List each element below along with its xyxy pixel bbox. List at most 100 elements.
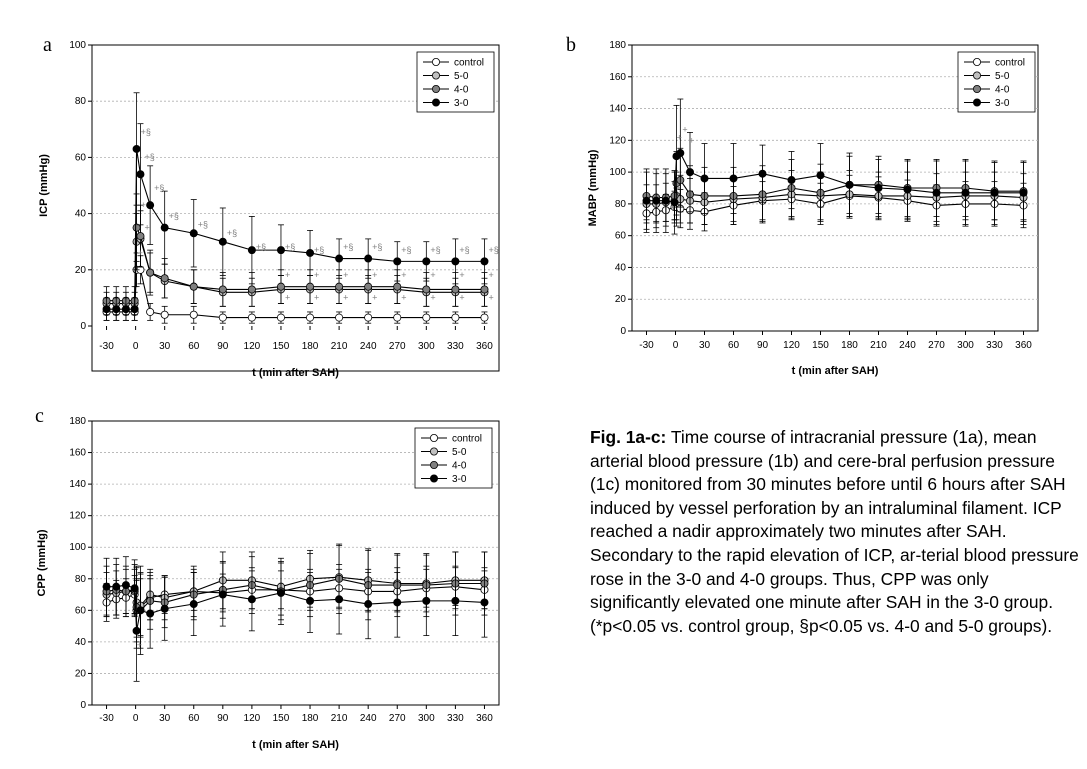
data-point	[112, 305, 121, 314]
legend-label: 4-0	[452, 461, 467, 472]
y-tick-label: 80	[615, 199, 627, 210]
x-tick-label: 270	[389, 713, 406, 724]
data-point	[932, 188, 941, 197]
significance-marker: +	[401, 270, 406, 280]
series-3-0	[102, 556, 489, 682]
chart-panel-b: 0 20 40 60 80 100 120 140 160 180 -30 0 30 60 90 120 150…	[587, 40, 1039, 377]
x-tick-label: 300	[957, 340, 974, 351]
y-tick-label: 100	[69, 542, 86, 553]
y-axis-label: ICP (mmHg)	[38, 154, 50, 217]
data-point	[276, 246, 285, 255]
y-tick-label: 20	[75, 668, 87, 679]
chart-panel-a: 0 20 40 60 80 100 -30 0 30 60 90 120 150 180 210 240 270…	[38, 40, 500, 379]
x-tick-label: 150	[273, 713, 290, 724]
x-tick-label: 30	[159, 713, 171, 724]
data-point	[160, 310, 169, 319]
data-point	[961, 188, 970, 197]
data-point	[130, 584, 139, 593]
data-point	[1019, 188, 1028, 197]
data-point	[160, 223, 169, 232]
data-point	[729, 174, 738, 183]
data-point	[189, 282, 198, 291]
legend-marker	[973, 98, 982, 107]
data-point	[189, 229, 198, 238]
data-point	[132, 144, 141, 153]
data-point	[146, 268, 155, 277]
series-3-0	[642, 98, 1028, 235]
x-tick-label: -30	[99, 713, 114, 724]
significance-marker: +	[430, 293, 435, 303]
data-point	[364, 313, 373, 322]
data-point	[306, 282, 315, 291]
data-point	[102, 582, 111, 591]
data-point	[393, 282, 402, 291]
x-tick-label: 30	[159, 341, 171, 352]
significance-marker: +	[401, 293, 406, 303]
x-tick-label: 90	[757, 340, 769, 351]
data-point	[160, 274, 169, 283]
significance-marker: +§	[343, 242, 353, 252]
y-tick-label: 60	[75, 152, 87, 163]
data-point	[189, 600, 198, 609]
data-point	[130, 305, 139, 314]
x-tick-label: 180	[302, 713, 319, 724]
y-tick-label: 20	[75, 265, 87, 276]
x-tick-label: 30	[699, 340, 711, 351]
data-point	[102, 305, 111, 314]
y-tick-label: 180	[69, 416, 86, 427]
y-tick-label: 160	[69, 448, 86, 459]
data-point	[364, 282, 373, 291]
significance-marker: +	[372, 270, 377, 280]
x-axis-label: t (min after SAH)	[252, 739, 339, 751]
x-tick-label: 60	[728, 340, 740, 351]
legend-label: 5-0	[995, 71, 1010, 82]
x-tick-label: 210	[331, 341, 348, 352]
data-point	[218, 590, 227, 599]
significance-marker: +	[343, 293, 348, 303]
data-point	[335, 282, 344, 291]
data-point	[276, 588, 285, 597]
significance-marker: +	[372, 293, 377, 303]
legend-label: control	[995, 58, 1025, 69]
significance-marker: +	[137, 640, 142, 650]
significance-marker: +	[141, 200, 146, 210]
x-tick-label: 330	[447, 713, 464, 724]
significance-marker: +§	[227, 228, 237, 238]
data-point	[335, 313, 344, 322]
x-tick-label: 240	[360, 341, 377, 352]
data-point	[112, 582, 121, 591]
y-tick-label: 0	[80, 700, 86, 711]
y-tick-label: 180	[609, 40, 626, 51]
data-point	[480, 257, 489, 266]
x-tick-label: 300	[418, 713, 435, 724]
x-tick-label: 0	[133, 341, 139, 352]
legend-marker	[973, 85, 982, 94]
data-point	[686, 168, 695, 177]
x-tick-label: 60	[188, 341, 200, 352]
legend: control 5-0 4-0 3-0	[414, 427, 493, 489]
y-tick-label: 40	[75, 209, 87, 220]
y-tick-label: 100	[69, 40, 86, 51]
significance-marker: +§	[144, 152, 154, 162]
significance-marker: +§	[401, 245, 411, 255]
x-tick-label: 150	[273, 341, 290, 352]
legend-label: 3-0	[995, 98, 1010, 109]
data-point	[422, 596, 431, 605]
data-point	[247, 246, 256, 255]
legend-label: control	[452, 434, 482, 445]
x-tick-label: 180	[841, 340, 858, 351]
panel-label-a: a	[43, 34, 52, 56]
legend-marker	[429, 474, 438, 483]
y-tick-label: 20	[615, 294, 627, 305]
significance-marker: +	[488, 270, 493, 280]
x-axis-label: t (min after SAH)	[792, 365, 879, 377]
y-tick-label: 120	[609, 135, 626, 146]
x-tick-label: 360	[1015, 340, 1032, 351]
x-tick-label: 240	[360, 713, 377, 724]
significance-marker: +	[343, 270, 348, 280]
significance-marker: +§	[198, 220, 208, 230]
significance-marker: +	[138, 248, 143, 258]
data-point	[276, 282, 285, 291]
x-tick-label: 240	[899, 340, 916, 351]
x-tick-label: 90	[217, 341, 229, 352]
